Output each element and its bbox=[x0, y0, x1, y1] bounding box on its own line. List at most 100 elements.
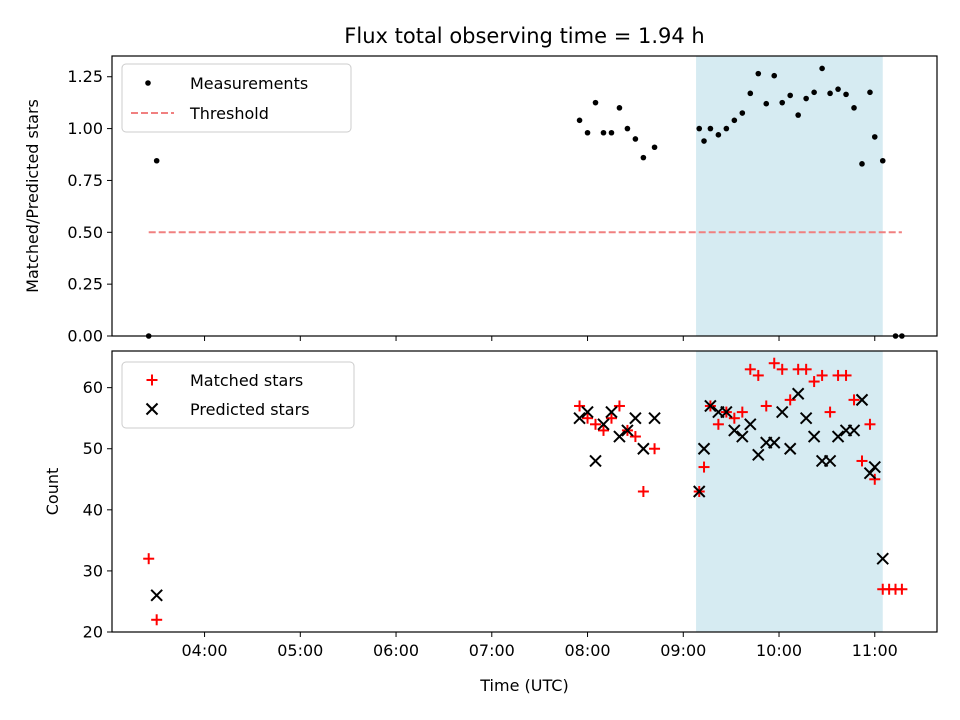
predicted-star-point bbox=[720, 405, 733, 419]
legend-matched-label: Matched stars bbox=[190, 371, 303, 390]
matched-star-point bbox=[649, 443, 661, 455]
top-span bbox=[696, 56, 883, 336]
top-legend-box bbox=[121, 63, 352, 133]
bottom-legend: Matched stars Predicted stars bbox=[121, 361, 355, 429]
predicted-star-point bbox=[807, 430, 821, 443]
predicted-star-point bbox=[831, 430, 845, 443]
measurement-point bbox=[871, 134, 878, 140]
measurement-point bbox=[739, 110, 746, 116]
matched-star-point bbox=[728, 412, 740, 424]
measurement-point bbox=[153, 157, 160, 164]
predicted-star-point bbox=[704, 399, 717, 413]
matched-star-point bbox=[816, 369, 828, 381]
bottom-yticks: 20 30 40 50 60 bbox=[83, 378, 112, 642]
bottom-xtick-label: 05:00 bbox=[277, 641, 323, 660]
predicted-star-point bbox=[150, 589, 163, 602]
top-panel: 0.00 0.25 0.50 0.75 1.00 1.25 Flux total obse… bbox=[23, 24, 938, 346]
measurement-point bbox=[651, 144, 658, 151]
bottom-ytick-label: 40 bbox=[83, 500, 103, 519]
matched-star-point bbox=[896, 583, 908, 595]
measurement-point bbox=[576, 117, 583, 124]
measurement-point bbox=[795, 112, 801, 118]
legend-x-glyph bbox=[145, 402, 159, 416]
predicted-star-point bbox=[573, 411, 586, 425]
measurement-point bbox=[803, 95, 809, 102]
predicted-star-point bbox=[783, 442, 797, 455]
matched-star-point bbox=[808, 376, 820, 388]
measurement-point bbox=[763, 100, 770, 107]
matched-star-point bbox=[605, 412, 617, 424]
predicted-star-point bbox=[581, 405, 594, 419]
legend-predicted-marker bbox=[145, 402, 159, 416]
legend-predicted-label: Predicted stars bbox=[190, 400, 310, 419]
legend-threshold-label: Threshold bbox=[189, 104, 269, 123]
legend-plus-glyph bbox=[146, 374, 158, 386]
bottom-panel: 20 30 40 50 60 04:00 05:00 06:00 07:00 08:00 09:0… bbox=[43, 350, 938, 695]
matched-star-point bbox=[760, 400, 772, 412]
matched-star-point bbox=[698, 461, 710, 473]
measurement-point bbox=[696, 125, 703, 132]
predicted-star-point bbox=[648, 411, 661, 425]
bottom-xtick-label: 06:00 bbox=[373, 641, 419, 660]
measurement-point bbox=[624, 125, 631, 132]
matched-star-point bbox=[151, 614, 163, 626]
bottom-xtick-label: 07:00 bbox=[469, 641, 515, 660]
measurement-point bbox=[879, 157, 886, 164]
bottom-legend-box bbox=[121, 361, 355, 429]
measurement-point bbox=[723, 125, 730, 132]
top-points-layer bbox=[145, 65, 905, 339]
top-ytick-label: 1.00 bbox=[67, 119, 103, 138]
top-ytick-label: 0.00 bbox=[67, 327, 103, 346]
predicted-star-point bbox=[776, 405, 789, 419]
measurement-point bbox=[592, 99, 599, 106]
predicted-star-point bbox=[868, 460, 881, 474]
matched-star-point bbox=[824, 406, 836, 418]
legend-matched-marker bbox=[146, 374, 158, 386]
measurement-point bbox=[600, 129, 607, 136]
top-xticks bbox=[204, 336, 876, 341]
measurement-point bbox=[819, 65, 825, 72]
predicted-star-point bbox=[752, 448, 765, 462]
matched-star-point bbox=[744, 363, 756, 375]
matched-star-point bbox=[637, 486, 649, 497]
top-ytick-label: 1.25 bbox=[67, 67, 103, 86]
predicted-star-point bbox=[791, 387, 805, 400]
matched-star-point bbox=[752, 369, 764, 381]
measurement-point bbox=[608, 129, 615, 136]
matched-star-point bbox=[613, 400, 625, 412]
matched-star-point bbox=[800, 363, 812, 375]
measurement-point bbox=[755, 70, 762, 77]
bottom-axes-frame bbox=[111, 350, 938, 633]
predicted-star-point bbox=[799, 411, 813, 425]
top-ytick-label: 0.50 bbox=[67, 223, 103, 242]
measurement-point bbox=[859, 161, 865, 167]
measurement-point bbox=[747, 90, 754, 97]
matched-star-point bbox=[143, 553, 155, 565]
top-legend: Measurements Threshold bbox=[121, 63, 352, 133]
legend-measurements-label: Measurements bbox=[190, 74, 308, 93]
top-axes-frame bbox=[111, 55, 938, 337]
bottom-xtick-label: 11:00 bbox=[852, 641, 898, 660]
predicted-star-point bbox=[693, 485, 706, 498]
matched-star-point bbox=[582, 412, 594, 424]
matched-star-point bbox=[574, 400, 586, 412]
bottom-xtick-label: 04:00 bbox=[181, 641, 227, 660]
legend-measurements-marker bbox=[145, 80, 151, 86]
measurement-point bbox=[779, 99, 786, 106]
matched-star-point bbox=[712, 418, 724, 430]
matched-star-point bbox=[784, 394, 796, 406]
bottom-ylabel: Count bbox=[43, 468, 62, 516]
measurement-point bbox=[707, 125, 714, 132]
predicted-star-point bbox=[597, 418, 610, 431]
predicted-star-point bbox=[876, 552, 889, 565]
measurement-point bbox=[787, 92, 793, 99]
measurement-point bbox=[843, 91, 849, 98]
predicted-star-point bbox=[847, 424, 861, 437]
predicted-star-point bbox=[768, 436, 781, 449]
top-ylabel: Matched/Predicted stars bbox=[23, 99, 42, 293]
top-yticks: 0.00 0.25 0.50 0.75 1.00 1.25 bbox=[67, 67, 112, 346]
top-ytick-label: 0.25 bbox=[67, 275, 103, 294]
bottom-xtick-label: 09:00 bbox=[660, 641, 706, 660]
predicted-star-point bbox=[823, 454, 837, 468]
